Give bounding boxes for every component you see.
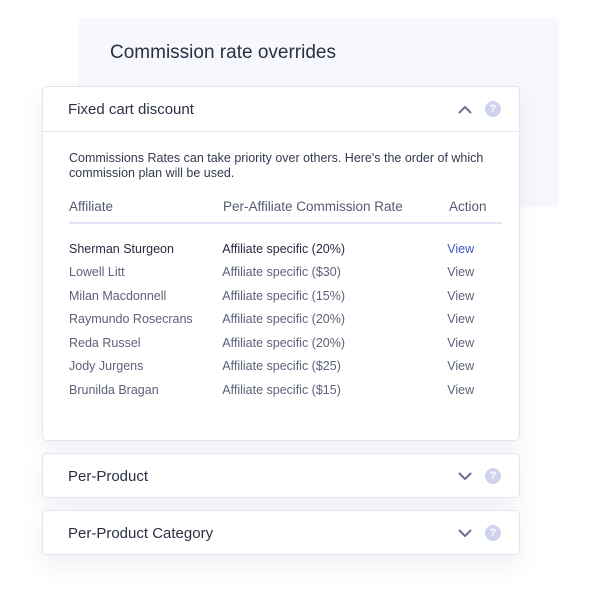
view-link[interactable]: View: [447, 312, 475, 327]
table-header: Affiliate Per-Affiliate Commission Rate …: [69, 199, 502, 224]
table-row: Raymundo Rosecrans Affiliate specific (2…: [69, 308, 500, 332]
page-title: Commission rate overrides: [110, 42, 336, 63]
table-row: Jody Jurgens Affiliate specific ($25) Vi…: [69, 355, 500, 379]
header-icons: ?: [458, 525, 501, 541]
card-header-per-product-category[interactable]: Per-Product Category ?: [43, 511, 519, 555]
affiliate-name: Sherman Sturgeon: [69, 241, 174, 256]
card-title: Fixed cart discount: [68, 100, 194, 118]
card-title: Per-Product Category: [68, 524, 214, 542]
affiliate-name: Lowell Litt: [69, 265, 125, 280]
commission-rate: Affiliate specific ($25): [222, 359, 341, 374]
commission-rate: Affiliate specific (20%): [222, 312, 346, 327]
table-row: Reda Russel Affiliate specific (20%) Vie…: [69, 331, 500, 355]
affiliate-name: Jody Jurgens: [69, 359, 144, 374]
card-per-product-category: Per-Product Category ?: [42, 510, 520, 555]
table-row: Lowell Litt Affiliate specific ($30) Vie…: [69, 261, 500, 285]
commission-rate: Affiliate specific ($15): [222, 382, 341, 397]
description: Commissions Rates can take priority over…: [69, 151, 484, 180]
header-icons: ?: [458, 468, 501, 484]
affiliate-name: Milan Macdonnell: [69, 288, 167, 303]
table-row: Sherman Sturgeon Affiliate specific (20%…: [69, 237, 500, 261]
card-fixed-cart-discount: Fixed cart discount ? Commissions Rates …: [42, 86, 520, 441]
help-icon[interactable]: ?: [485, 101, 501, 117]
commission-rate: Affiliate specific (20%): [222, 335, 346, 350]
commission-rate: Affiliate specific (15%): [222, 288, 346, 303]
affiliate-name: Brunilda Bragan: [69, 382, 159, 397]
help-icon[interactable]: ?: [485, 525, 501, 541]
chevron-down-icon[interactable]: [458, 472, 472, 481]
table-row: Brunilda Bragan Affiliate specific ($15)…: [69, 378, 500, 402]
divider: [43, 131, 519, 132]
commission-rate: Affiliate specific ($30): [222, 265, 341, 280]
card-title: Per-Product: [68, 467, 149, 485]
chevron-down-icon[interactable]: [458, 529, 472, 538]
header-rate: Per-Affiliate Commission Rate: [223, 199, 403, 214]
commission-rate: Affiliate specific (20%): [222, 241, 346, 256]
header-action: Action: [449, 199, 487, 214]
card-header-fixed-cart-discount[interactable]: Fixed cart discount ?: [43, 87, 519, 131]
view-link[interactable]: View: [447, 241, 475, 256]
affiliate-name: Raymundo Rosecrans: [69, 312, 193, 327]
view-link[interactable]: View: [447, 288, 475, 303]
view-link[interactable]: View: [447, 382, 475, 397]
chevron-up-icon[interactable]: [458, 105, 472, 114]
table-row: Milan Macdonnell Affiliate specific (15%…: [69, 284, 500, 308]
header-affiliate: Affiliate: [69, 199, 114, 214]
view-link[interactable]: View: [447, 265, 475, 280]
affiliate-name: Reda Russel: [69, 335, 141, 350]
table-body: Sherman Sturgeon Affiliate specific (20%…: [69, 237, 500, 402]
view-link[interactable]: View: [447, 335, 475, 350]
view-link[interactable]: View: [447, 359, 475, 374]
card-per-product: Per-Product ?: [42, 453, 520, 498]
header-icons: ?: [458, 101, 501, 117]
card-header-per-product[interactable]: Per-Product ?: [43, 454, 519, 498]
help-icon[interactable]: ?: [485, 468, 501, 484]
card-body: Commissions Rates can take priority over…: [43, 132, 519, 402]
